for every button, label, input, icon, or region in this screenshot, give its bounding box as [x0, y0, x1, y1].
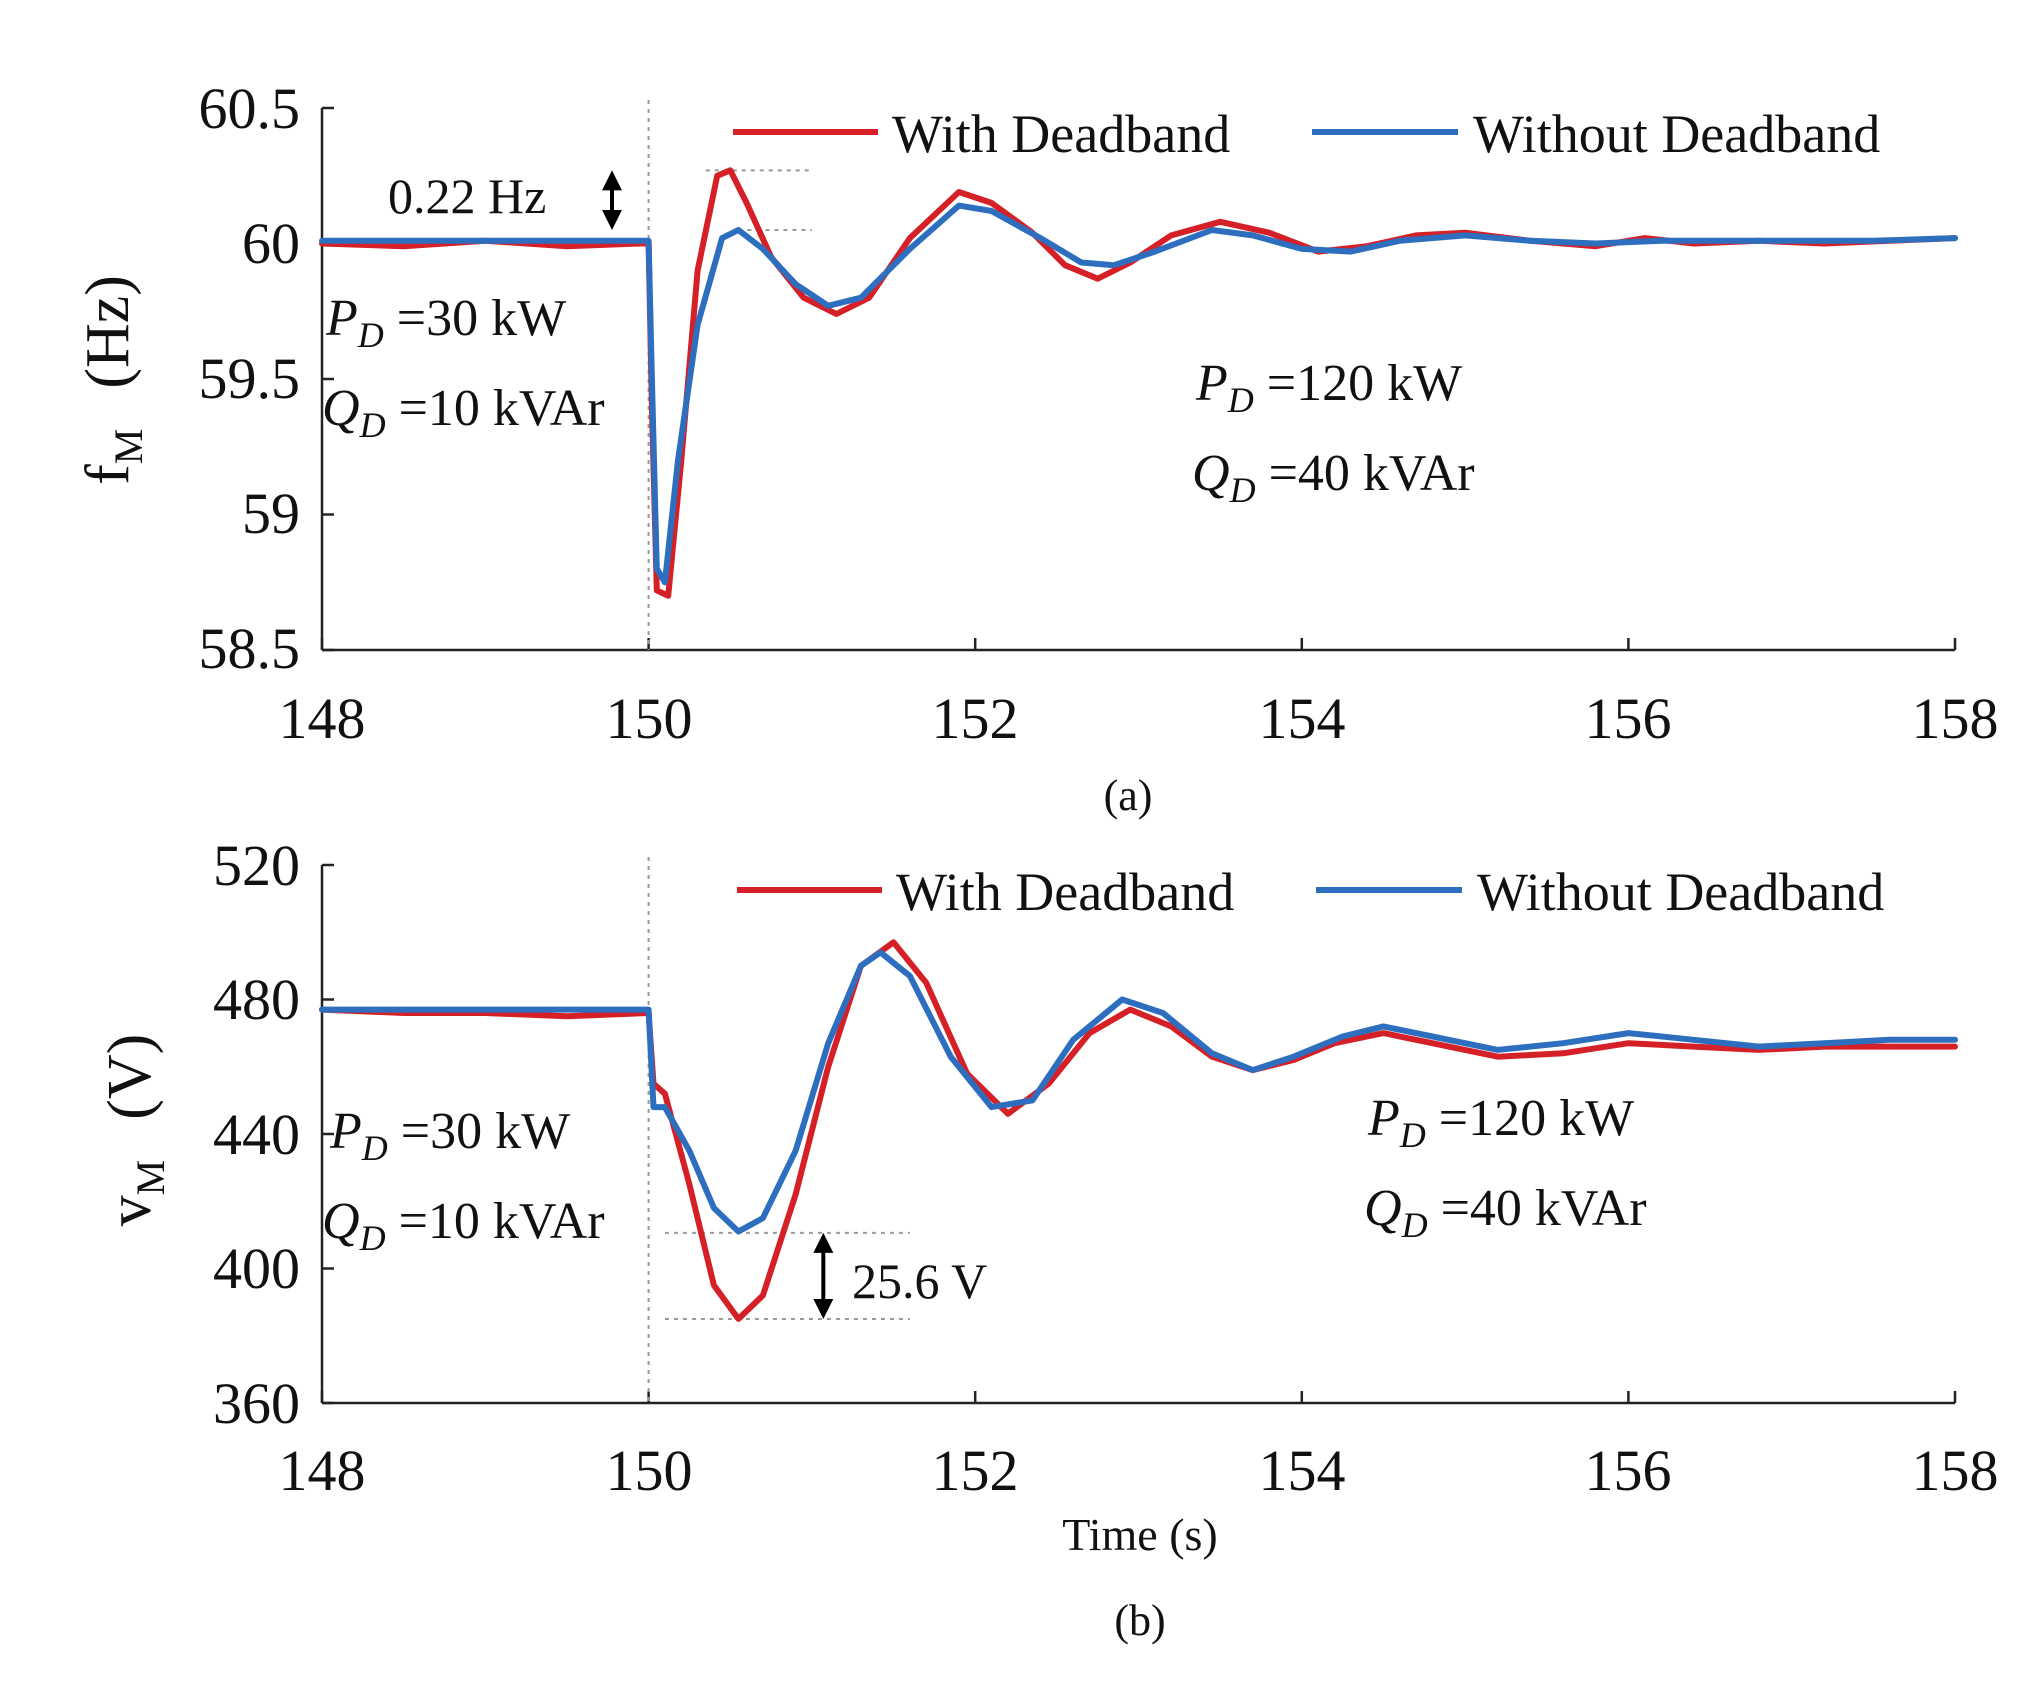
panel-a-ylabel-sub: M — [106, 429, 151, 465]
panel-a-pd-after: PD =120 kW — [1195, 355, 1462, 420]
panel-b-legend-label-without-deadband: Without Deadband — [1477, 862, 1884, 922]
panel-a-ytick-label: 58.5 — [199, 616, 301, 681]
panel-b-ytick-label: 520 — [213, 833, 300, 898]
panel-a-ylabel-unit: (Hz) — [74, 275, 142, 389]
panel-b-xtick-label: 158 — [1912, 1438, 1999, 1503]
panel-b-xtick-label: 156 — [1585, 1438, 1672, 1503]
panel-b-ytick-label: 440 — [213, 1102, 300, 1167]
panel-b-series-without-deadband — [319, 949, 1958, 1235]
panel-a-ylabel: fM (Hz) — [74, 275, 151, 485]
panel-b-ylabel: vM (V) — [96, 1034, 173, 1227]
panel-a-pd-before: PD =30 kW — [325, 290, 566, 355]
panel-b-caption: (b) — [1114, 1596, 1165, 1645]
panel-a-ytick-label: 59 — [242, 481, 300, 546]
panel-a-ytick-label: 60 — [242, 211, 300, 276]
panel-b-ytick-label: 360 — [213, 1371, 300, 1436]
panel-b-ytick-label: 400 — [213, 1236, 300, 1301]
panel-a-legend-label-with-deadband: With Deadband — [892, 104, 1230, 164]
panel-a-qd-after: QD =40 kVAr — [1192, 445, 1475, 510]
panel-b-ylabel-sub: M — [128, 1160, 173, 1196]
panel-a-qd-before: QD =10 kVAr — [322, 380, 605, 445]
panel-a-peak-difference-label: 0.22 Hz — [388, 168, 546, 224]
panel-b-xtick-label: 148 — [279, 1438, 366, 1503]
panel-a-ticks — [320, 106, 1957, 652]
panel-b-pd-before: PD =30 kW — [329, 1103, 570, 1168]
panel-a-frequency-chart: 60.5 60 59.5 59 58.5 148 150 152 154 156… — [74, 76, 1999, 820]
panel-a-ytick-label: 59.5 — [199, 346, 301, 411]
panel-b-legend-label-with-deadband: With Deadband — [896, 862, 1234, 922]
panel-a-xtick-label: 156 — [1585, 686, 1672, 751]
panel-b-xtick-label: 150 — [606, 1438, 693, 1503]
svg-text:vM(V): vM (V) — [96, 1034, 173, 1227]
panel-b-ylabel-symbol: v — [96, 1195, 164, 1226]
panel-a-xtick-label: 158 — [1912, 686, 1999, 751]
panel-a-ytick-label: 60.5 — [199, 76, 301, 141]
svg-text:fM(Hz): fM (Hz) — [74, 275, 151, 485]
panel-a-caption: (a) — [1104, 771, 1153, 820]
panel-b-legend: With Deadband Without Deadband — [737, 862, 1884, 922]
panel-a-xtick-label: 150 — [606, 686, 693, 751]
panel-a-xtick-label: 148 — [279, 686, 366, 751]
panel-a-xtick-label: 154 — [1259, 686, 1346, 751]
panel-a-xtick-label: 152 — [932, 686, 1019, 751]
panel-a-legend: With Deadband Without Deadband — [733, 104, 1880, 164]
panel-b-ticks — [320, 863, 1957, 1405]
panel-a-ylabel-symbol: f — [74, 464, 142, 485]
panel-b-ylabel-unit: (V) — [96, 1034, 164, 1120]
panel-b-qd-before: QD =10 kVAr — [322, 1193, 605, 1258]
panel-b-dip-difference-label: 25.6 V — [852, 1253, 987, 1309]
panel-b-xtick-label: 154 — [1259, 1438, 1346, 1503]
panel-b-ytick-label: 480 — [213, 967, 300, 1032]
panel-b-pd-after: PD =120 kW — [1367, 1090, 1634, 1155]
panel-b-voltage-chart: 520 480 440 400 360 148 150 152 154 156 … — [96, 833, 1999, 1645]
panel-a-series-without-deadband — [319, 202, 1958, 586]
panel-b-xlabel: Time (s) — [1062, 1509, 1218, 1560]
panel-b-qd-after: QD =40 kVAr — [1364, 1180, 1647, 1245]
panel-b-xtick-label: 152 — [932, 1438, 1019, 1503]
panel-a-legend-label-without-deadband: Without Deadband — [1473, 104, 1880, 164]
